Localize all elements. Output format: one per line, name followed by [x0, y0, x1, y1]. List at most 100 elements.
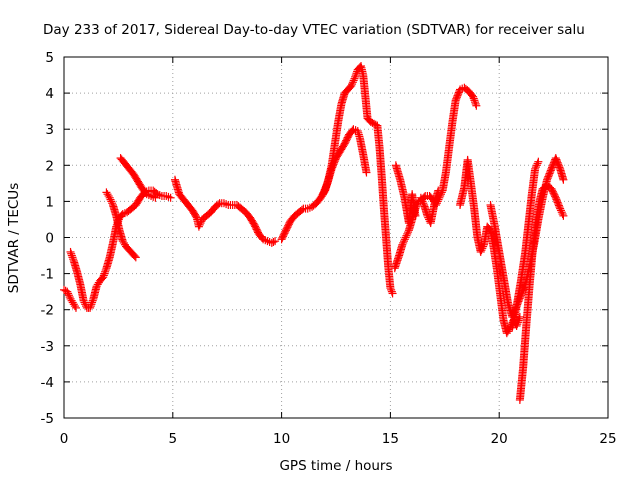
- data-point-plus: [533, 159, 542, 168]
- data-point-plus: [534, 157, 543, 166]
- y-tick-label: -1: [41, 267, 54, 283]
- data-point-plus: [219, 199, 228, 208]
- data-point-plus: [71, 303, 80, 312]
- data-point-plus: [101, 267, 110, 276]
- data-point-plus: [100, 269, 109, 278]
- data-point-plus: [351, 72, 360, 81]
- data-point-plus: [196, 219, 205, 228]
- data-point-plus: [67, 251, 76, 260]
- data-point-plus: [107, 197, 116, 206]
- data-point-plus: [65, 293, 74, 302]
- x-tick-label: 20: [491, 431, 508, 447]
- data-point-plus: [556, 206, 565, 215]
- data-point-plus: [347, 81, 356, 90]
- data-point-plus: [88, 296, 97, 305]
- data-point-plus: [416, 193, 425, 202]
- data-point-plus: [402, 231, 411, 240]
- data-point-plus: [515, 314, 524, 323]
- data-point-plus: [214, 200, 223, 209]
- data-point-plus: [471, 98, 480, 107]
- data-point-plus: [471, 99, 480, 108]
- data-point-plus: [350, 74, 359, 83]
- data-point-plus: [68, 253, 77, 262]
- data-point-plus: [417, 195, 426, 204]
- x-tick-labels: 0 5 10 15 20 25: [60, 431, 617, 447]
- data-point-plus: [105, 193, 114, 202]
- data-point-plus: [80, 298, 89, 307]
- data-point-plus: [399, 238, 408, 247]
- y-axis-label: SDTVAR / TECUs: [6, 183, 22, 293]
- data-point-plus: [130, 252, 139, 261]
- data-point-plus: [386, 284, 395, 293]
- data-point-plus: [479, 242, 488, 251]
- data-point-plus: [559, 211, 568, 220]
- data-point-plus: [99, 273, 108, 282]
- data-point-plus: [469, 92, 478, 101]
- data-point-plus: [351, 71, 360, 80]
- data-point-plus: [269, 238, 278, 247]
- data-point-plus: [401, 233, 410, 242]
- data-point-plus: [469, 94, 478, 103]
- data-point-plus: [194, 222, 203, 231]
- x-tick-label: 25: [599, 431, 616, 447]
- data-point-plus: [79, 296, 88, 305]
- data-point-plus: [99, 271, 108, 280]
- data-point-plus: [400, 235, 409, 244]
- data-point-plus: [164, 192, 173, 201]
- data-point-plus: [387, 285, 396, 294]
- y-tick-label: -5: [41, 411, 54, 427]
- y-tick-label: 1: [45, 194, 54, 210]
- x-tick-label: 15: [382, 431, 399, 447]
- data-point-plus: [63, 287, 72, 296]
- data-point-plus: [195, 220, 204, 229]
- data-point-plus: [297, 205, 306, 214]
- data-point-plus: [67, 249, 76, 258]
- data-point-plus: [70, 302, 79, 311]
- data-point-plus: [108, 199, 117, 208]
- data-point-plus: [362, 168, 371, 177]
- data-point-plus: [404, 228, 413, 237]
- data-point-plus: [348, 78, 357, 87]
- data-point-plus: [477, 246, 486, 255]
- data-point-plus: [532, 161, 541, 170]
- y-tick-label: 4: [45, 86, 54, 102]
- data-point-plus: [419, 199, 428, 208]
- data-points: [60, 62, 568, 404]
- data-point-plus: [151, 193, 160, 202]
- y-tick-label: 0: [45, 231, 54, 247]
- data-point-plus: [400, 237, 408, 246]
- data-point-plus: [166, 193, 175, 202]
- x-axis-label: GPS time / hours: [279, 458, 392, 474]
- y-tick-label: 3: [45, 122, 54, 138]
- data-point-plus: [531, 164, 540, 173]
- data-point-plus: [557, 208, 566, 217]
- data-point-plus: [104, 191, 113, 200]
- data-point-plus: [556, 204, 565, 213]
- data-point-plus: [131, 253, 140, 262]
- y-tick-label: -3: [41, 339, 54, 355]
- y-tick-label: -4: [41, 375, 54, 391]
- data-point-plus: [470, 96, 479, 105]
- data-point-plus: [271, 237, 280, 246]
- data-point-plus: [106, 195, 115, 204]
- data-point-plus: [64, 289, 73, 298]
- data-point-plus: [558, 210, 567, 219]
- y-tick-label: 2: [45, 158, 54, 174]
- data-point-plus: [88, 298, 97, 307]
- data-point-plus: [476, 247, 485, 256]
- data-point-plus: [69, 255, 78, 264]
- chart-title: Day 233 of 2017, Sidereal Day-to-day VTE…: [43, 22, 585, 38]
- data-point-plus: [387, 287, 396, 296]
- x-tick-label: 0: [60, 431, 69, 447]
- data-point-plus: [388, 289, 397, 298]
- data-point-plus: [418, 197, 427, 206]
- data-point-plus: [531, 163, 540, 172]
- x-tick-label: 10: [273, 431, 290, 447]
- data-point-plus: [472, 101, 481, 110]
- data-point-plus: [434, 186, 443, 195]
- data-point-plus: [555, 203, 564, 212]
- data-point-plus: [349, 76, 358, 85]
- data-point-plus: [348, 80, 357, 89]
- data-point-plus: [411, 211, 420, 220]
